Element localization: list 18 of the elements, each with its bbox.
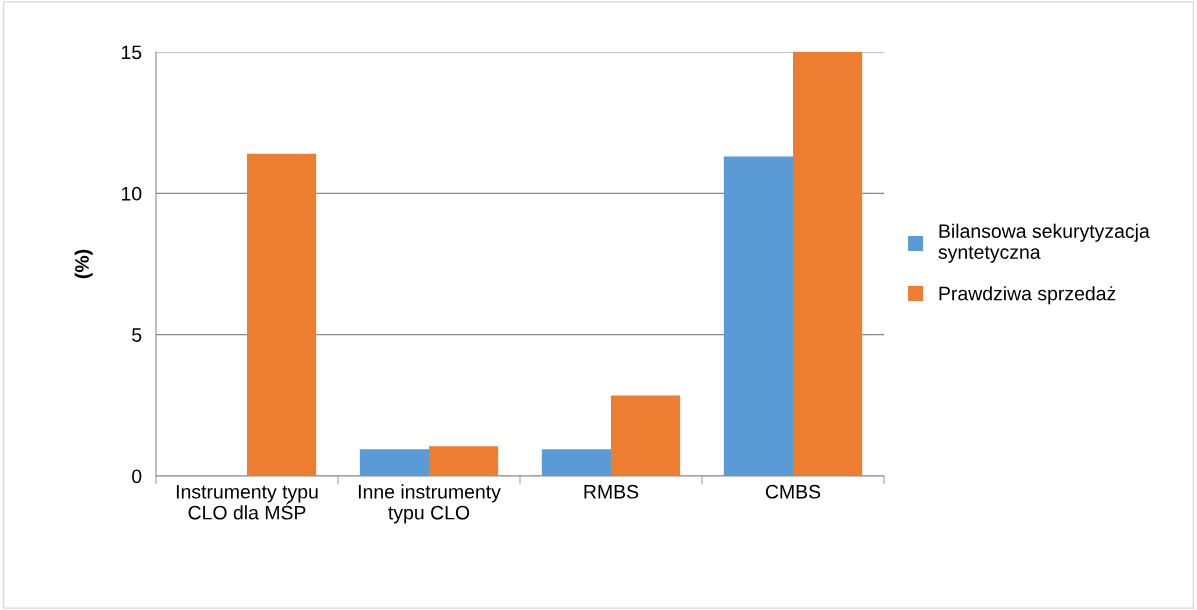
y-tick-label: 0 bbox=[132, 469, 142, 484]
x-tick-label: RMBS bbox=[584, 484, 639, 499]
y-axis-title: (%) bbox=[74, 249, 93, 279]
y-tick-label: 10 bbox=[121, 186, 142, 201]
bar bbox=[541, 449, 611, 476]
bar bbox=[359, 449, 429, 476]
x-tick-label: Instrumenty typu CLO dla MŚP bbox=[176, 485, 318, 520]
bar bbox=[429, 446, 499, 476]
x-tick-label: Inne instrumenty typu CLO bbox=[358, 484, 501, 524]
bar bbox=[611, 395, 681, 476]
bar bbox=[723, 156, 793, 476]
bar bbox=[793, 52, 863, 476]
y-tick-label: 15 bbox=[121, 45, 142, 60]
bar bbox=[247, 153, 317, 476]
legend-label: Bilansowa sekurytyzacja syntetyczna bbox=[938, 223, 1150, 263]
y-tick-label: 5 bbox=[132, 328, 142, 342]
x-tick-label: CMBS bbox=[765, 484, 821, 499]
legend-label: Prawdziwa sprzedaż bbox=[939, 286, 1116, 305]
